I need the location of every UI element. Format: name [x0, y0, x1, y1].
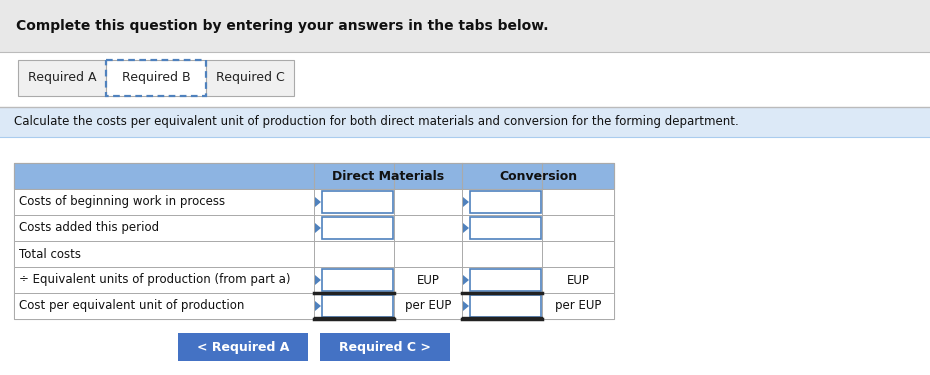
- Text: Required B: Required B: [122, 72, 191, 84]
- Polygon shape: [463, 301, 469, 311]
- Bar: [0, 52, 930, 107]
- Bar: [14, 163, 614, 189]
- Bar: [0, 0, 930, 52]
- Text: per EUP: per EUP: [405, 300, 451, 312]
- Bar: [320, 333, 450, 361]
- Text: Required C >: Required C >: [339, 340, 431, 354]
- Bar: [106, 60, 206, 96]
- Bar: [470, 191, 541, 213]
- Bar: [14, 293, 614, 319]
- Text: Required A: Required A: [28, 72, 96, 84]
- Text: Calculate the costs per equivalent unit of production for both direct materials : Calculate the costs per equivalent unit …: [14, 116, 738, 129]
- Bar: [322, 295, 393, 317]
- Polygon shape: [315, 275, 321, 285]
- Polygon shape: [315, 197, 321, 207]
- Bar: [206, 60, 294, 96]
- Bar: [14, 241, 614, 267]
- Bar: [470, 269, 541, 291]
- Bar: [14, 189, 614, 215]
- Bar: [14, 163, 614, 319]
- Bar: [470, 295, 541, 317]
- Bar: [0, 107, 930, 137]
- Text: Total costs: Total costs: [19, 248, 81, 261]
- Text: EUP: EUP: [566, 273, 590, 286]
- Polygon shape: [315, 301, 321, 311]
- Bar: [14, 267, 614, 293]
- Polygon shape: [463, 197, 469, 207]
- Text: Costs added this period: Costs added this period: [19, 222, 159, 234]
- Bar: [470, 217, 541, 239]
- Bar: [18, 60, 106, 96]
- Polygon shape: [463, 223, 469, 233]
- Bar: [322, 269, 393, 291]
- Text: per EUP: per EUP: [555, 300, 601, 312]
- Text: Complete this question by entering your answers in the tabs below.: Complete this question by entering your …: [16, 19, 549, 33]
- Text: Costs of beginning work in process: Costs of beginning work in process: [19, 195, 225, 208]
- Text: EUP: EUP: [417, 273, 440, 286]
- Text: Required C: Required C: [216, 72, 285, 84]
- Text: < Required A: < Required A: [197, 340, 289, 354]
- Text: ÷ Equivalent units of production (from part a): ÷ Equivalent units of production (from p…: [19, 273, 290, 286]
- Bar: [14, 215, 614, 241]
- Text: Conversion: Conversion: [498, 170, 577, 183]
- Bar: [178, 333, 308, 361]
- Bar: [106, 60, 206, 96]
- Bar: [322, 191, 393, 213]
- Polygon shape: [463, 275, 469, 285]
- Polygon shape: [315, 223, 321, 233]
- Text: Direct Materials: Direct Materials: [332, 170, 444, 183]
- Bar: [322, 217, 393, 239]
- Text: Cost per equivalent unit of production: Cost per equivalent unit of production: [19, 300, 245, 312]
